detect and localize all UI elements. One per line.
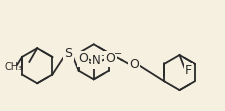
Text: O: O: [105, 52, 115, 65]
Text: N: N: [92, 54, 101, 67]
Text: O: O: [78, 52, 88, 65]
Text: O: O: [129, 58, 139, 71]
Text: F: F: [184, 64, 191, 77]
Text: −: −: [114, 49, 122, 59]
Text: CH₃: CH₃: [4, 62, 22, 72]
Text: S: S: [64, 47, 72, 60]
Text: +: +: [100, 52, 106, 60]
